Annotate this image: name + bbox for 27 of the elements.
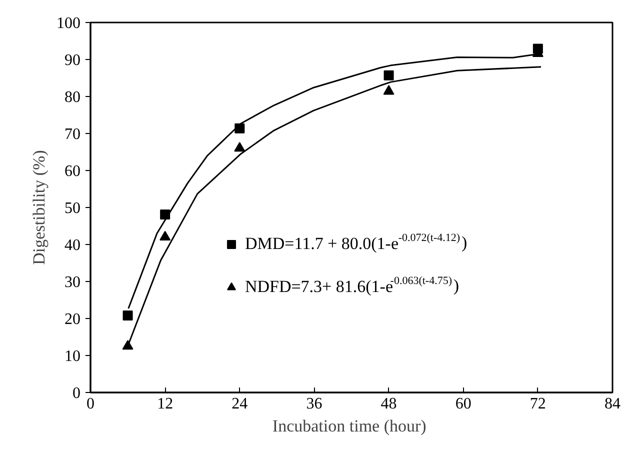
x-tick-label: 36: [306, 396, 322, 412]
y-tick-label: 0: [72, 385, 80, 402]
y-tick-label: 20: [64, 311, 80, 328]
x-tick-label: 60: [455, 396, 472, 412]
y-tick-label: 70: [64, 126, 80, 143]
y-axis-title: Digestibility (%): [30, 150, 48, 265]
y-tick-label: 90: [64, 52, 80, 69]
point: [234, 142, 246, 152]
y-tick-label: 50: [64, 200, 80, 217]
y-tick-label: 60: [64, 163, 80, 180]
y-tick-label: 80: [64, 89, 80, 106]
y-tick-label: 10: [64, 348, 80, 365]
x-tick-label: 24: [232, 396, 248, 412]
y-tick-label: 100: [56, 15, 80, 32]
x-tick-label: 0: [86, 396, 94, 412]
x-tick-label: 48: [380, 396, 397, 412]
y-tick-label: 40: [64, 237, 80, 254]
point: [122, 310, 133, 321]
x-axis-title: Incubation time (hour): [272, 416, 426, 436]
y-tick-label: 30: [64, 274, 80, 291]
point: [383, 85, 394, 95]
x-tick-label: 84: [604, 396, 620, 412]
x-tick-label: 12: [157, 396, 174, 412]
point: [384, 70, 394, 80]
point: [122, 340, 134, 350]
x-tick-label: 72: [530, 396, 546, 412]
point: [160, 230, 171, 240]
